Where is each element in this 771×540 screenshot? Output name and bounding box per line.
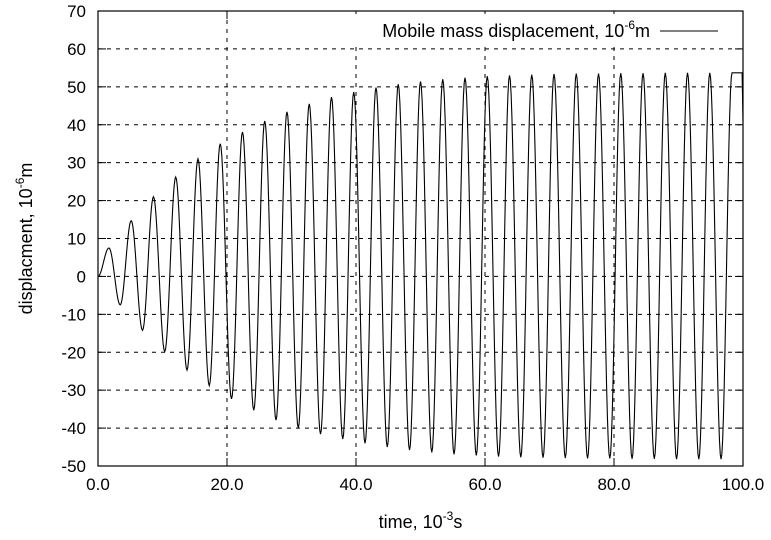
legend-entry-label: Mobile mass displacement, 10-6m [382, 18, 650, 41]
y-tick-label: 50 [67, 78, 86, 97]
y-tick-label: 0 [77, 267, 86, 286]
series-line-mobile-mass-displacement [97, 72, 744, 460]
y-tick-label: 70 [67, 2, 86, 21]
y-tick-label: -10 [61, 305, 86, 324]
y-tick-label: -30 [61, 381, 86, 400]
tick-label-layer: -50 -40 -30 -20 -10 0 10 20 30 40 50 60 70 0.0 20.0 40.… [61, 2, 764, 494]
legend-background [312, 14, 728, 46]
y-tick-label: 30 [67, 154, 86, 173]
x-tick-label: 100.0 [722, 475, 765, 494]
y-tick-label: -40 [61, 419, 86, 438]
x-tick-label: 40.0 [339, 475, 372, 494]
x-axis-title: time, 10-3s [379, 509, 463, 532]
legend-label-sup: -6 [624, 18, 635, 32]
y-tick-label: 40 [67, 116, 86, 135]
y-axis-title: displacment, 10-6m [13, 163, 36, 315]
x-tick-label: 60.0 [468, 475, 501, 494]
y-axis-title-main: displacment, 10 [16, 188, 36, 314]
plot-frame [97, 10, 744, 467]
y-tick-label: -20 [61, 343, 86, 362]
y-tick-label: 20 [67, 192, 86, 211]
legend: Mobile mass displacement, 10-6m [312, 14, 728, 46]
grid-layer [98, 11, 743, 466]
legend-label-main: Mobile mass displacement, 10 [382, 21, 624, 41]
x-tick-label: 20.0 [210, 475, 243, 494]
y-tick-label: 10 [67, 230, 86, 249]
x-axis-title-sup: -3 [443, 509, 454, 523]
y-axis-title-unit: m [16, 163, 36, 178]
legend-label-unit: m [635, 21, 650, 41]
x-axis-title-main: time, 10 [379, 512, 443, 532]
y-tick-label: -50 [61, 457, 86, 476]
y-axis-title-sup: -6 [13, 177, 27, 188]
x-axis-title-unit: s [453, 512, 462, 532]
y-tick-label: 60 [67, 40, 86, 59]
tick-layer [97, 10, 744, 467]
x-tick-label: 0.0 [86, 475, 110, 494]
x-tick-label: 80.0 [597, 475, 630, 494]
